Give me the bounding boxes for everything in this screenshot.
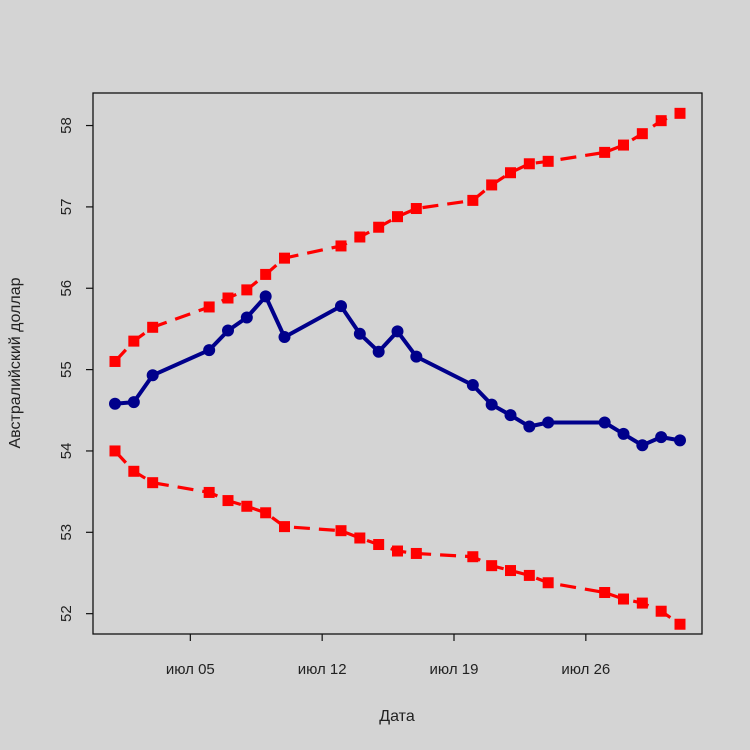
data-point	[542, 155, 554, 167]
data-point	[486, 560, 498, 572]
series-layer	[109, 107, 686, 630]
data-point	[373, 539, 385, 551]
data-point	[147, 477, 159, 489]
data-point	[636, 439, 649, 452]
data-point	[127, 396, 140, 409]
y-tick-label: 56	[58, 280, 75, 297]
data-point	[222, 324, 234, 337]
data-point	[240, 311, 253, 324]
data-point	[335, 525, 347, 537]
data-point	[599, 146, 611, 158]
data-point	[655, 605, 667, 617]
data-point	[467, 194, 479, 206]
data-point	[109, 445, 121, 457]
data-point	[241, 500, 253, 512]
data-point	[636, 597, 648, 609]
data-point	[109, 355, 121, 367]
data-point	[260, 268, 272, 280]
y-axis-label: Австралийский доллар	[7, 277, 24, 448]
data-point	[655, 115, 667, 127]
data-point	[128, 335, 140, 347]
data-point	[505, 565, 516, 577]
data-point	[523, 569, 535, 581]
data-point	[353, 327, 366, 340]
data-point	[392, 211, 403, 223]
data-point	[279, 252, 290, 264]
data-point	[354, 532, 366, 544]
data-point	[618, 593, 629, 605]
data-point	[410, 203, 422, 215]
series-line-0	[114, 294, 681, 448]
data-point	[222, 292, 234, 304]
data-point	[523, 158, 535, 170]
data-point	[335, 300, 347, 313]
data-point	[354, 231, 366, 243]
series-line-1	[113, 111, 681, 363]
data-point	[392, 545, 403, 557]
data-point	[109, 397, 121, 410]
y-tick-label: 53	[58, 524, 75, 541]
data-point	[372, 345, 385, 358]
data-point	[279, 521, 290, 533]
data-point	[410, 547, 422, 559]
data-point	[222, 495, 234, 507]
x-axis: июл 05 июл 12 июл 19 июл 26	[166, 634, 610, 678]
data-point	[636, 128, 648, 140]
series-line-2	[113, 449, 681, 626]
y-tick-label: 54	[58, 443, 75, 460]
data-point	[147, 321, 159, 333]
data-point	[278, 331, 291, 344]
y-tick-label: 52	[58, 605, 75, 622]
data-point	[618, 139, 629, 151]
y-tick-label: 55	[58, 361, 75, 378]
x-tick-label: июл 12	[298, 661, 347, 678]
data-point	[486, 179, 498, 191]
x-tick-label: июл 26	[561, 661, 610, 678]
x-axis-label: Дата	[379, 708, 415, 725]
data-point	[146, 369, 159, 382]
y-tick-label: 58	[58, 117, 75, 134]
data-point	[485, 398, 498, 411]
data-point	[617, 427, 630, 440]
data-point	[241, 284, 253, 296]
data-point	[391, 325, 404, 338]
data-point	[466, 379, 479, 392]
data-point	[505, 167, 516, 179]
data-point	[523, 420, 536, 433]
data-point	[542, 577, 554, 589]
data-point	[373, 221, 385, 233]
data-point	[259, 290, 272, 303]
data-point	[655, 431, 668, 444]
data-point	[203, 301, 215, 313]
data-point	[598, 416, 611, 429]
y-axis: 52 53 54 55 56 57 58	[58, 117, 93, 622]
data-point	[203, 486, 215, 498]
x-tick-label: июл 19	[430, 661, 479, 678]
data-point	[674, 618, 686, 630]
data-point	[467, 551, 479, 563]
plot-frame	[92, 92, 703, 635]
data-point	[599, 587, 611, 599]
data-point	[260, 507, 272, 519]
data-point	[504, 409, 517, 422]
data-point	[674, 434, 686, 447]
data-point	[542, 416, 555, 429]
x-tick-label: июл 05	[166, 661, 215, 678]
data-point	[674, 107, 686, 119]
data-point	[128, 465, 140, 477]
data-point	[203, 344, 216, 357]
y-tick-label: 57	[58, 199, 75, 216]
data-point	[410, 350, 423, 363]
data-point	[335, 240, 347, 252]
